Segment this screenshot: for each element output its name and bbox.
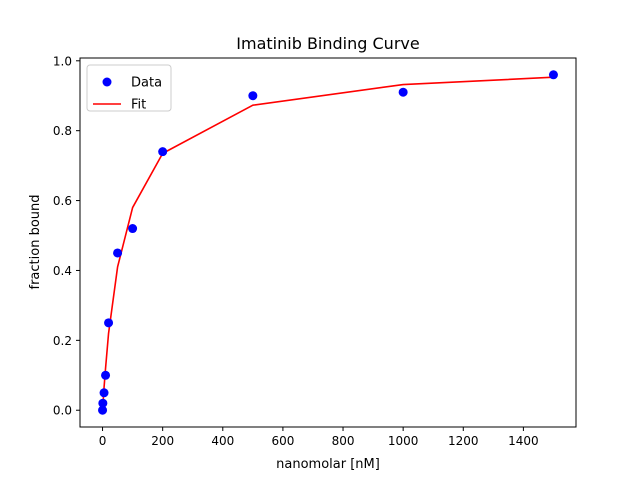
y-tick-label: 0.0	[53, 404, 72, 418]
legend: Data Fit	[86, 64, 172, 113]
legend-label: Fit	[131, 98, 146, 113]
data-point	[128, 224, 138, 234]
x-tick-label: 600	[271, 434, 294, 448]
x-tick-label: 1400	[508, 434, 539, 448]
plot-area	[79, 57, 577, 428]
data-point	[548, 70, 558, 80]
data-point	[104, 318, 114, 328]
x-tick-label: 0	[99, 434, 107, 448]
y-tick-label: 0.6	[53, 194, 72, 208]
y-tick-label: 0.4	[53, 264, 72, 278]
y-tick-label: 0.8	[53, 124, 72, 138]
axes-frame	[79, 57, 577, 428]
axis-ticks: 0 200 400 600 800 1000 1200 1400 0.0 0.2 0.4 0.6 0.8…	[53, 54, 539, 448]
legend-marker-data	[102, 77, 112, 87]
data-point	[101, 370, 111, 380]
data-point	[99, 388, 109, 398]
data-point	[98, 405, 108, 415]
data-point	[398, 87, 408, 97]
y-tick-label: 1.0	[53, 54, 72, 68]
x-axis-label: nanomolar [nM]	[276, 457, 380, 472]
x-tick-label: 800	[332, 434, 355, 448]
x-tick-label: 200	[151, 434, 174, 448]
y-tick-label: 0.2	[53, 334, 72, 348]
data-layer	[98, 70, 558, 415]
data-point	[98, 398, 108, 408]
data-point	[248, 91, 258, 101]
chart-title: Imatinib Binding Curve	[236, 34, 419, 53]
data-point	[113, 248, 123, 258]
legend-box	[86, 64, 172, 112]
data-point	[158, 147, 168, 157]
x-tick-label: 400	[211, 434, 234, 448]
y-axis-label: fraction bound	[28, 194, 43, 289]
x-tick-label: 1000	[388, 434, 419, 448]
x-tick-label: 1200	[448, 434, 479, 448]
legend-label: Data	[131, 76, 162, 91]
